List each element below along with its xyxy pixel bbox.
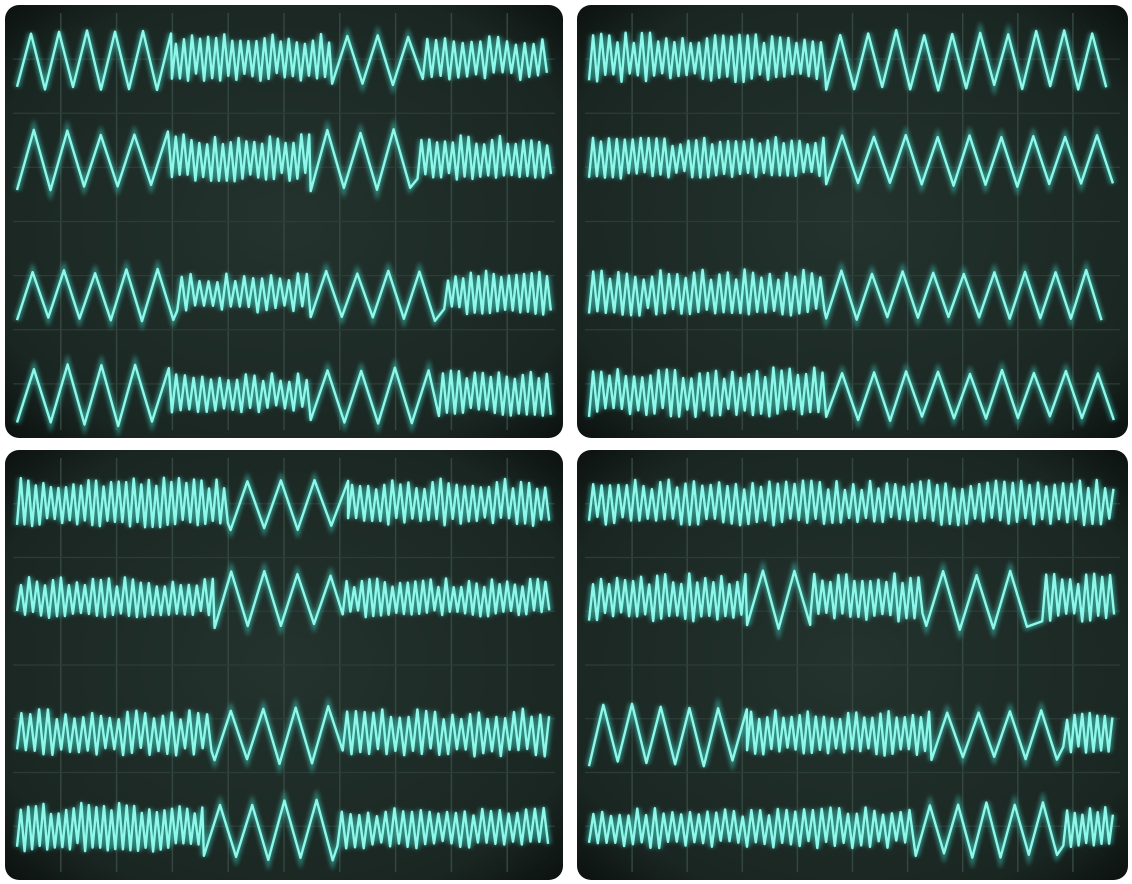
scope-screen [5,450,563,880]
oscilloscope-photos [0,0,1132,884]
scope-screen [5,5,563,438]
page: (() => { const data = JSON.parse(documen… [0,0,1132,884]
scope-screen [577,5,1128,438]
scope-screen [577,450,1128,880]
